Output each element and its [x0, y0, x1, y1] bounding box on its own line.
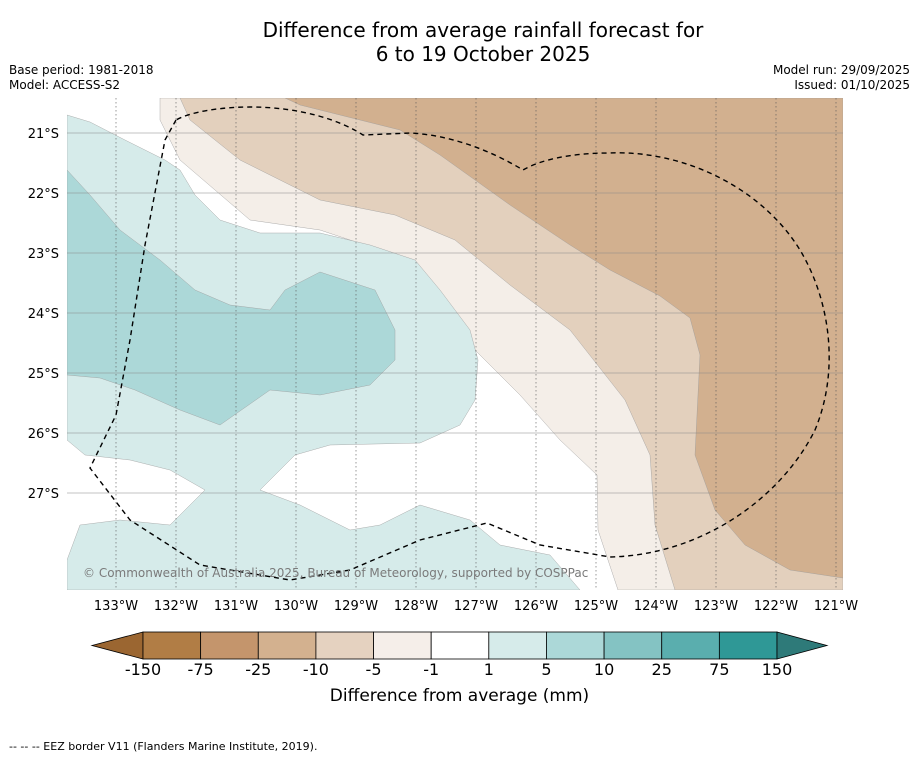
- colorbar-title: Difference from average (mm): [329, 686, 590, 706]
- lat-label: 27°S: [28, 487, 59, 502]
- lon-label: 124°W: [634, 599, 678, 614]
- lon-label: 122°W: [754, 599, 798, 614]
- colorbar-tick-label: -150: [124, 660, 162, 679]
- lat-label: 21°S: [28, 127, 59, 142]
- lon-label: 121°W: [814, 599, 858, 614]
- colorbar-segment: [430, 631, 490, 660]
- meta-right: Model run: 29/09/2025 Issued: 01/10/2025: [773, 63, 910, 93]
- colorbar-segment: [373, 631, 432, 660]
- colorbar-segment: [315, 631, 374, 660]
- base-period: Base period: 1981-2018: [9, 63, 154, 77]
- title-line-1: Difference from average rainfall forecas…: [262, 18, 704, 42]
- lon-label: 126°W: [514, 599, 558, 614]
- lon-tick-labels: 133°W 132°W 131°W 130°W 129°W 128°W 127°…: [94, 599, 858, 614]
- lon-label: 127°W: [454, 599, 498, 614]
- dry-region-10to25: [284, 98, 843, 579]
- colorbar-tick-label: -25: [245, 660, 272, 679]
- colorbar-extend-low: [90, 631, 144, 660]
- meta-left: Base period: 1981-2018 Model: ACCESS-S2: [9, 63, 154, 93]
- lat-tick-labels: 21°S 22°S 23°S 24°S 25°S 26°S 27°S: [28, 127, 59, 502]
- colorbar-segment: [488, 631, 547, 660]
- colorbar-tick-label: -5: [365, 660, 382, 679]
- lon-label: 130°W: [274, 599, 318, 614]
- title-line-2: 6 to 19 October 2025: [375, 42, 591, 66]
- colorbar-segment: [257, 631, 317, 660]
- lat-label: 22°S: [28, 187, 59, 202]
- colorbar-tick-label: 150: [761, 660, 793, 679]
- lon-label: 128°W: [394, 599, 438, 614]
- colorbar-tick-label: -75: [187, 660, 214, 679]
- lon-label: 125°W: [574, 599, 618, 614]
- colorbar-segment: [603, 631, 663, 660]
- lon-label: 129°W: [334, 599, 378, 614]
- colorbar-segment: [546, 631, 605, 660]
- wet-region-5to10: [67, 169, 396, 426]
- issued-date: Issued: 01/10/2025: [794, 78, 910, 92]
- colorbar-segment: [718, 631, 778, 660]
- model-name: Model: ACCESS-S2: [9, 78, 121, 92]
- lat-label: 25°S: [28, 367, 59, 382]
- lat-label: 23°S: [28, 247, 59, 262]
- colorbar-extend-high: [776, 631, 829, 660]
- eez-legend-note: -- -- -- EEZ border V11 (Flanders Marine…: [9, 740, 318, 753]
- map-area: [67, 98, 843, 590]
- colorbar-tick-label: 5: [541, 660, 552, 679]
- eez-border: [89, 106, 830, 581]
- lon-label: 132°W: [154, 599, 198, 614]
- chart-title: Difference from average rainfall forecas…: [0, 18, 919, 66]
- lat-label: 26°S: [28, 427, 59, 442]
- colorbar-tick-label: 1: [483, 660, 494, 679]
- lon-label: 123°W: [694, 599, 738, 614]
- colorbar: [90, 631, 829, 660]
- map-copyright: © Commonwealth of Australia 2025, Bureau…: [83, 566, 588, 580]
- colorbar-tick-label: 10: [593, 660, 615, 679]
- colorbar-segment: [142, 631, 202, 660]
- lat-label: 24°S: [28, 307, 59, 322]
- model-run: Model run: 29/09/2025: [772, 63, 910, 77]
- colorbar-segment: [661, 631, 720, 660]
- lon-label: 131°W: [214, 599, 258, 614]
- colorbar-tick-label: 25: [651, 660, 672, 679]
- colorbar-tick-label: -10: [302, 660, 329, 679]
- lon-label: 133°W: [94, 599, 138, 614]
- colorbar-tick-label: 75: [709, 660, 730, 679]
- lat-lines: [67, 132, 843, 494]
- colorbar-tick-label: -1: [423, 660, 440, 679]
- colorbar-segment: [200, 631, 259, 660]
